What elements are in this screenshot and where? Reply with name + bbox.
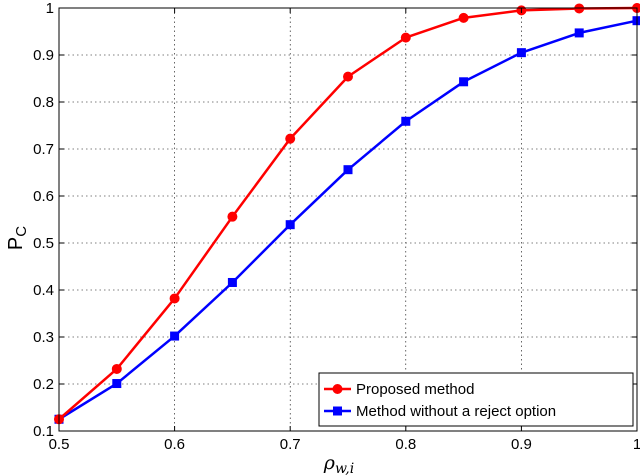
data-point-without-reject	[459, 77, 469, 87]
legend-entry-proposed: Proposed method	[324, 381, 474, 398]
data-point-without-reject	[516, 48, 526, 58]
y-tick-label: 0.1	[33, 423, 54, 440]
data-point-without-reject	[574, 28, 584, 38]
legend-label-proposed: Proposed method	[356, 381, 474, 398]
y-tick-label: 0.9	[33, 47, 54, 64]
y-tick-label: 0.8	[33, 94, 54, 111]
x-tick-label: 0.5	[49, 436, 70, 453]
data-point-proposed	[285, 133, 296, 144]
data-point-without-reject	[227, 277, 237, 287]
y-tick-label: 0.2	[33, 376, 54, 393]
data-point-without-reject	[632, 16, 640, 26]
y-axis-label-sub: C	[13, 226, 30, 237]
svg-text:PC: PC	[5, 226, 30, 250]
y-tick-label: 0.4	[33, 282, 54, 299]
legend-box	[318, 372, 634, 427]
x-axis-label-sub: w,i	[335, 461, 354, 475]
axis-ticks: 0.5 0.6 0.7 0.8 0.9 1 0.1 0.2 0.3 0.4 0.5 0.6 0.7 0.8…	[33, 0, 640, 453]
x-tick-label: 0.7	[280, 436, 301, 453]
data-point-proposed	[227, 211, 238, 222]
y-tick-label: 0.6	[33, 188, 54, 205]
data-point-proposed	[458, 12, 469, 23]
legend: Proposed method Method without a reject …	[318, 372, 634, 427]
grid	[59, 8, 637, 431]
x-tick-label: 0.9	[511, 436, 532, 453]
data-point-without-reject	[285, 220, 295, 230]
plot-area-frame	[58, 7, 638, 432]
legend-entry-without-reject: Method without a reject option	[324, 403, 556, 420]
data-point-without-reject	[343, 165, 353, 175]
data-point-without-reject	[170, 331, 180, 341]
x-tick-label: 0.8	[395, 436, 416, 453]
x-axis-label-main: ρ	[323, 452, 336, 474]
x-tick-label: 0.6	[164, 436, 185, 453]
series-line-proposed	[58, 6, 638, 421]
y-axis-label-main: P	[5, 237, 27, 250]
y-axis-label: PC	[5, 226, 30, 250]
data-point-without-reject	[112, 379, 122, 389]
data-point-without-reject	[401, 116, 411, 126]
y-tick-label: 0.3	[33, 329, 54, 346]
data-point-proposed	[400, 32, 411, 43]
series-layer	[54, 3, 640, 425]
y-tick-label: 0.5	[33, 235, 54, 252]
data-point-proposed	[169, 293, 180, 304]
y-tick-label: 1	[46, 0, 54, 17]
data-point-proposed	[343, 71, 353, 82]
legend-label-without-reject: Method without a reject option	[356, 403, 556, 420]
x-tick-label: 1	[633, 436, 640, 453]
y-tick-label: 0.7	[33, 141, 54, 158]
data-point-proposed	[111, 363, 122, 374]
x-axis-label: ρw,i	[323, 452, 354, 475]
